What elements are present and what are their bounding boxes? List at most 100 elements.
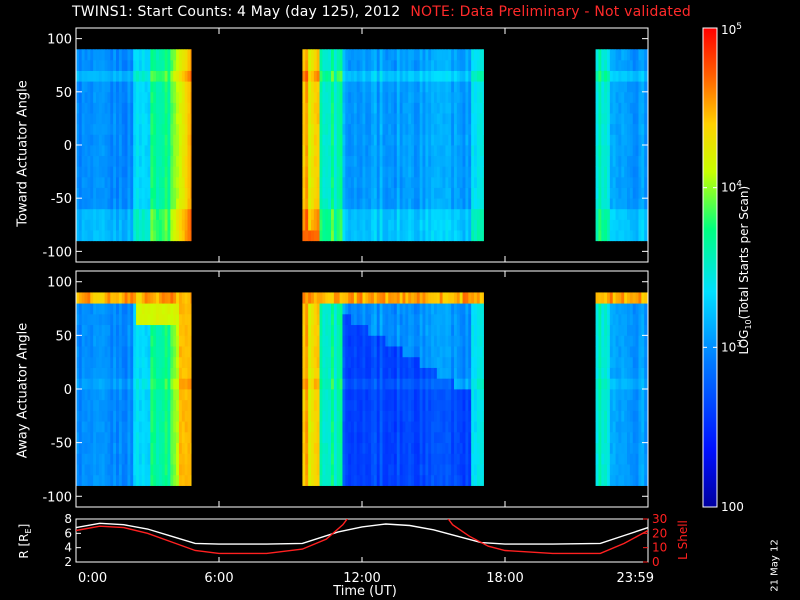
- heatmap-cell: [164, 335, 168, 347]
- heatmap-cell: [342, 464, 346, 476]
- heatmap-cell: [84, 453, 88, 465]
- heatmap-cell: [373, 187, 378, 199]
- heatmap-cell: [328, 59, 332, 71]
- heatmap-cell: [164, 70, 168, 82]
- heatmap-cell: [471, 219, 475, 231]
- heatmap-cell: [635, 49, 639, 61]
- colorbar-label: LOG10(Total Starts per Scan): [737, 170, 753, 370]
- heatmap-cell: [379, 324, 383, 336]
- heatmap-cell: [118, 70, 123, 82]
- title-note: NOTE: Data Preliminary - Not validated: [410, 4, 691, 20]
- heatmap-cell: [615, 453, 619, 465]
- heatmap-cell: [184, 464, 188, 476]
- heatmap-cell: [78, 367, 83, 379]
- heatmap-cell: [153, 335, 157, 347]
- heatmap-cell: [176, 474, 180, 486]
- heatmap-cell: [408, 81, 412, 93]
- heatmap-cell: [408, 303, 412, 315]
- heatmap-cell: [136, 59, 140, 71]
- heatmap-cell: [356, 113, 361, 125]
- heatmap-cell: [133, 134, 137, 146]
- heatmap-cell: [465, 324, 469, 336]
- heatmap-cell: [90, 219, 94, 231]
- heatmap-cell: [456, 49, 461, 61]
- heatmap-cell: [396, 70, 401, 82]
- heatmap-cell: [428, 378, 432, 390]
- heatmap-cell: [641, 324, 645, 336]
- heatmap-cell: [482, 155, 484, 167]
- heatmap-cell: [436, 102, 441, 114]
- heatmap-cell: [130, 91, 134, 103]
- heatmap-cell: [621, 324, 625, 336]
- heatmap-cell: [431, 145, 435, 157]
- heatmap-cell: [78, 123, 83, 135]
- heatmap-cell: [618, 474, 622, 486]
- heatmap-cell: [459, 324, 463, 336]
- heatmap-cell: [336, 49, 340, 61]
- heatmap-cell: [635, 474, 639, 486]
- heatmap-cell: [141, 123, 146, 135]
- heatmap-cell: [93, 378, 97, 390]
- heatmap-cell: [601, 219, 605, 231]
- heatmap-cell: [408, 155, 412, 167]
- heatmap-cell: [468, 292, 472, 304]
- heatmap-cell: [474, 59, 478, 71]
- heatmap-cell: [178, 356, 183, 368]
- heatmap-cell: [416, 113, 421, 125]
- heatmap-cell: [445, 474, 449, 486]
- heatmap-cell: [629, 81, 634, 93]
- heatmap-cell: [436, 230, 441, 242]
- heatmap-cell: [90, 421, 94, 433]
- heatmap-cell: [595, 113, 599, 125]
- heatmap-cell: [459, 49, 463, 61]
- heatmap-cell: [471, 346, 475, 358]
- heatmap-cell: [325, 442, 329, 454]
- heatmap-cell: [365, 81, 369, 93]
- heatmap-cell: [391, 198, 395, 210]
- heatmap-cell: [482, 134, 484, 146]
- heatmap-cell: [482, 464, 484, 476]
- heatmap-cell: [110, 324, 114, 336]
- heatmap-cell: [178, 389, 183, 401]
- heatmap-cell: [368, 474, 372, 486]
- heatmap-cell: [451, 176, 455, 188]
- heatmap-cell: [422, 155, 426, 167]
- heatmap-cell: [419, 474, 423, 486]
- heatmap-cell: [147, 59, 151, 71]
- heatmap-cell: [371, 81, 375, 93]
- heatmap-cell: [641, 367, 645, 379]
- toward-y-axis-label: Toward Actuator Angle: [15, 80, 31, 227]
- heatmap-cell: [164, 474, 168, 486]
- heatmap-cell: [325, 49, 329, 61]
- heatmap-cell: [609, 464, 614, 476]
- heatmap-cell: [124, 219, 128, 231]
- y-tick-label: -50: [51, 437, 72, 452]
- heatmap-cell: [474, 410, 478, 422]
- heatmap-cell: [612, 453, 616, 465]
- heatmap-cell: [607, 464, 611, 476]
- heatmap-cell: [425, 303, 429, 315]
- heatmap-cell: [331, 219, 335, 231]
- heatmap-cell: [595, 49, 599, 61]
- heatmap-cell: [359, 389, 363, 401]
- heatmap-cell: [113, 219, 117, 231]
- heatmap-cell: [459, 367, 463, 379]
- heatmap-cell: [124, 335, 128, 347]
- heatmap-cell: [156, 346, 160, 358]
- heatmap-cell: [465, 198, 469, 210]
- heatmap-cell: [465, 335, 469, 347]
- heatmap-cell: [391, 378, 395, 390]
- heatmap-cell: [376, 123, 381, 135]
- heatmap-cell: [313, 356, 318, 368]
- heatmap-cell: [365, 378, 369, 390]
- heatmap-cell: [167, 356, 171, 368]
- heatmap-cell: [376, 208, 381, 220]
- heatmap-cell: [618, 389, 622, 401]
- heatmap-cell: [176, 464, 180, 476]
- heatmap-cell: [416, 187, 421, 199]
- heatmap-cell: [96, 464, 100, 476]
- heatmap-cell: [121, 474, 126, 486]
- heatmap-cell: [144, 346, 148, 358]
- heatmap-cell: [425, 399, 429, 411]
- heatmap-cell: [331, 102, 335, 114]
